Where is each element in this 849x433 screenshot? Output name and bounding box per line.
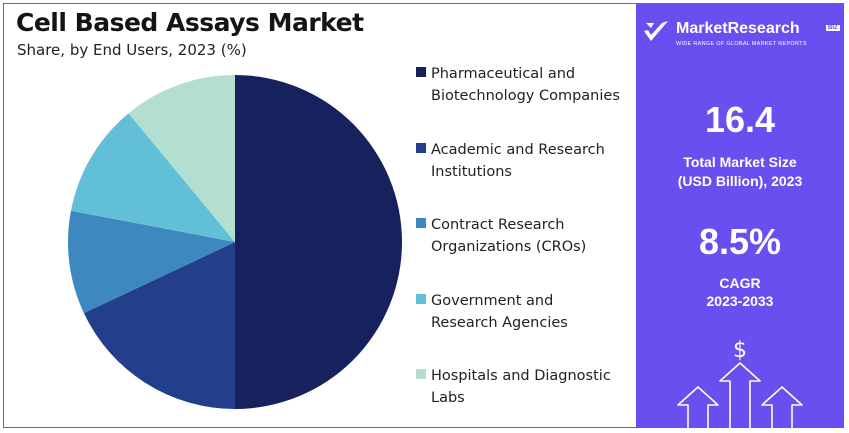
pie-slice-5: [128, 74, 235, 242]
legend-swatch: [416, 294, 426, 304]
legend-swatch: [416, 67, 426, 77]
cagr-value: 8.5%: [698, 221, 782, 262]
chart-subtitle: Share, by End Users, 2023 (%): [17, 41, 247, 59]
pie-chart: [67, 74, 402, 409]
growth-arrows-icon: $: [677, 338, 803, 428]
legend-label-line-1: Government and: [431, 293, 554, 309]
pie-slice-2: [83, 242, 235, 409]
cagr-period: 2023-2033: [706, 293, 774, 309]
pie-slice-4: [70, 113, 236, 242]
legend-label: Contract Research Organizations (CROs): [431, 214, 631, 258]
pie-slice-1: [235, 75, 402, 409]
legend-label-line-2: Labs: [431, 390, 465, 406]
legend-label-line-1: Academic and Research: [431, 142, 605, 158]
legend-swatch: [416, 369, 426, 379]
legend-label-line-2: Organizations (CROs): [431, 239, 587, 255]
brand-tagline: WIDE RANGE OF GLOBAL MARKET REPORTS: [676, 41, 807, 47]
cagr-label: CAGR: [719, 275, 761, 291]
market-size-label-line1: Total Market Size: [683, 154, 797, 170]
brand-name: MarketResearch: [676, 20, 800, 37]
chart-legend: Pharmaceutical and Biotechnology Companie…: [416, 0, 636, 433]
legend-label-line-2: Biotechnology Companies: [431, 88, 620, 104]
chart-title: Cell Based Assays Market: [16, 8, 364, 37]
legend-label-line-1: Pharmaceutical and: [431, 66, 576, 82]
legend-label-line-1: Contract Research: [431, 217, 565, 233]
pie-slice-3: [67, 210, 235, 314]
legend-label-line-1: Hospitals and Diagnostic: [431, 368, 611, 384]
legend-label-line-2: Institutions: [431, 164, 512, 180]
brand-badge: BIZ: [826, 25, 840, 31]
market-size-label-line2: (USD Billion), 2023: [677, 173, 803, 189]
brand-header: MarketResearch BIZ WIDE RANGE OF GLOBAL …: [636, 15, 844, 55]
legend-label: Hospitals and Diagnostic Labs: [431, 365, 631, 409]
legend-swatch: [416, 218, 426, 228]
legend-label-line-2: Research Agencies: [431, 315, 568, 331]
legend-label: Government and Research Agencies: [431, 290, 631, 334]
market-size-value: 16.4: [704, 99, 776, 140]
legend-label: Pharmaceutical and Biotechnology Companie…: [431, 63, 631, 107]
dollar-symbol: $: [733, 338, 747, 363]
stats-panel: MarketResearch BIZ WIDE RANGE OF GLOBAL …: [636, 3, 844, 428]
check-logo-icon: [644, 21, 668, 41]
legend-label: Academic and Research Institutions: [431, 139, 631, 183]
legend-swatch: [416, 143, 426, 153]
